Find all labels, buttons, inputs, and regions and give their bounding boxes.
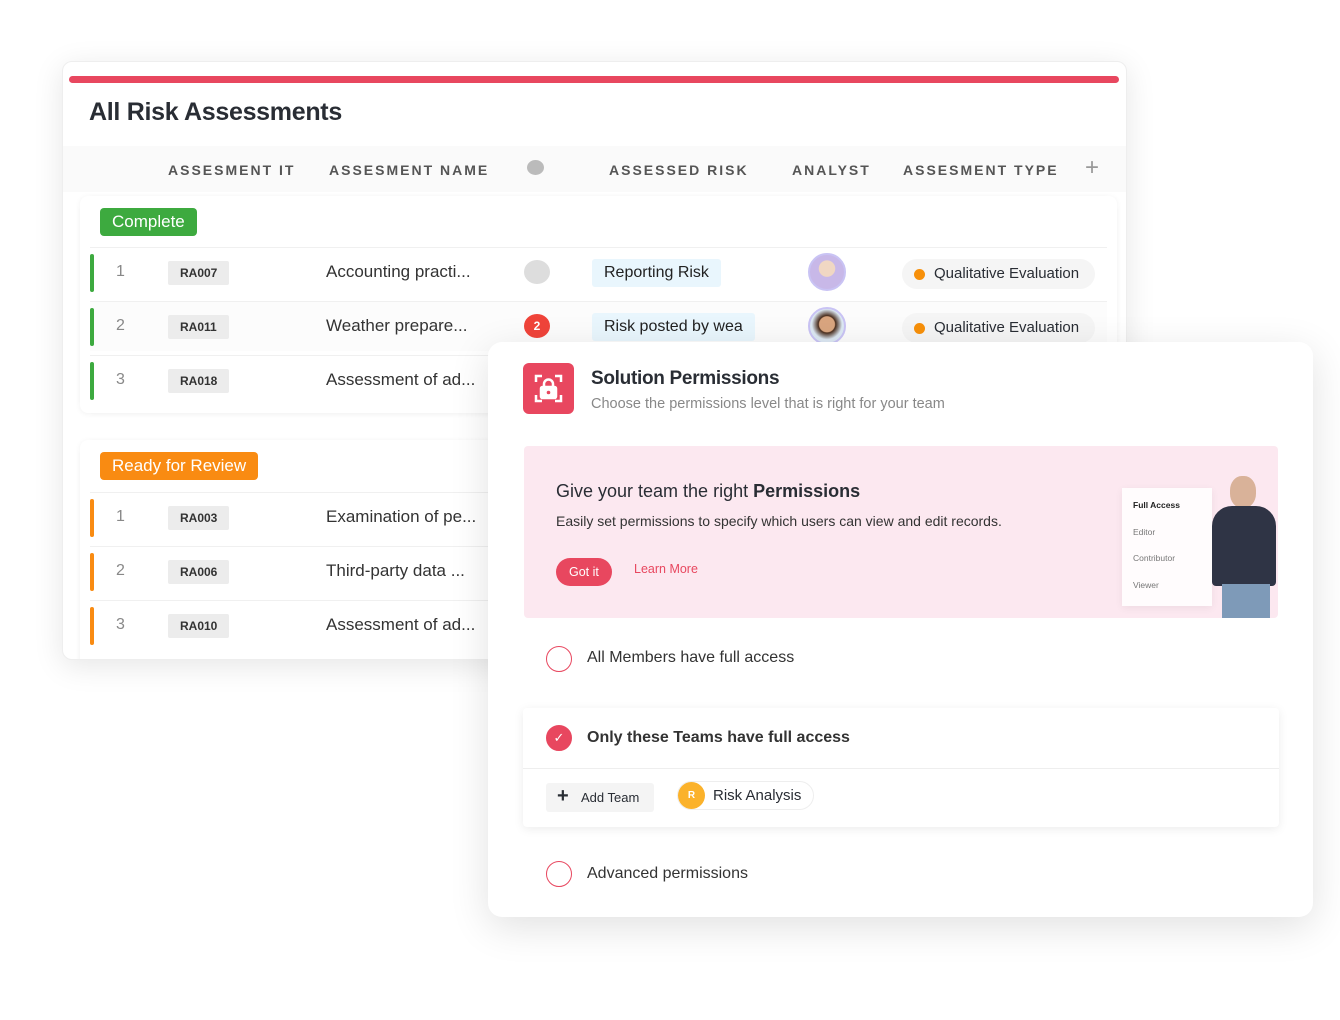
status-stripe <box>90 553 94 591</box>
row-number: 2 <box>116 562 125 579</box>
assessment-id: RA010 <box>168 614 230 638</box>
column-analyst[interactable]: ANALYST <box>792 162 871 178</box>
plus-icon: + <box>557 785 569 807</box>
solution-permissions-panel: Solution Permissions Choose the permissi… <box>488 342 1313 917</box>
assessment-name[interactable]: Assessment of ad... <box>326 370 476 389</box>
comment-column-icon[interactable] <box>527 160 544 175</box>
column-assessment-id[interactable]: ASSESMENT IT <box>168 162 296 178</box>
status-stripe <box>90 362 94 400</box>
radio-all-members[interactable] <box>546 646 572 672</box>
assessment-id: RA006 <box>168 560 230 584</box>
panel-title: Solution Permissions <box>591 368 780 389</box>
comment-count-badge[interactable]: 2 <box>524 314 550 338</box>
assessment-name[interactable]: Accounting practi... <box>326 262 471 281</box>
radio-advanced-permissions[interactable] <box>546 861 572 887</box>
assessment-name[interactable]: Examination of pe... <box>326 507 477 526</box>
assessment-name[interactable]: Third-party data ... <box>326 561 465 580</box>
assessment-name[interactable]: Weather prepare... <box>326 316 468 335</box>
status-stripe <box>90 607 94 645</box>
assessment-id: RA011 <box>168 315 229 339</box>
access-level-menu-illustration: Full Access Editor Contributor Viewer <box>1122 488 1212 606</box>
assessment-id: RA007 <box>168 261 230 285</box>
team-chip-risk-analysis[interactable]: R Risk Analysis <box>677 781 815 810</box>
panel-subtitle: Choose the permissions level that is rig… <box>591 396 945 412</box>
accent-bar <box>69 76 1119 83</box>
person-illustration <box>1208 476 1278 618</box>
assessment-id: RA018 <box>168 369 230 393</box>
column-assessment-name[interactable]: ASSESMENT NAME <box>329 162 490 178</box>
promo-heading-text: Give your team the right <box>556 481 754 501</box>
avatar[interactable] <box>808 253 846 291</box>
lock-icon <box>523 363 574 414</box>
promo-heading: Give your team the right Permissions <box>556 481 860 502</box>
row-number: 2 <box>116 317 125 334</box>
avatar[interactable] <box>808 307 846 345</box>
row-number: 1 <box>116 508 125 525</box>
team-avatar: R <box>678 782 705 809</box>
comment-icon[interactable] <box>524 260 550 284</box>
assessed-risk: Risk posted by wea <box>592 313 755 341</box>
learn-more-link[interactable]: Learn More <box>634 562 698 576</box>
status-stripe <box>90 499 94 537</box>
add-team-label: Add Team <box>581 790 640 805</box>
column-assessed-risk[interactable]: ASSESSED RISK <box>609 162 749 178</box>
menu-item-viewer: Viewer <box>1133 580 1159 590</box>
status-badge[interactable]: Ready for Review <box>100 452 259 480</box>
status-stripe <box>90 308 94 346</box>
table-header: ASSESMENT IT ASSESMENT NAME ASSESSED RIS… <box>63 146 1126 192</box>
add-column-icon[interactable]: + <box>1085 154 1102 181</box>
row-number: 3 <box>116 616 125 633</box>
assessed-risk: Reporting Risk <box>592 259 721 287</box>
row-number: 1 <box>116 263 125 280</box>
teams-access-box: ✓ Only these Teams have full access + Ad… <box>523 708 1279 827</box>
menu-item-contributor: Contributor <box>1133 553 1176 563</box>
column-assessment-type[interactable]: ASSESMENT TYPE <box>903 162 1059 178</box>
menu-item-full-access: Full Access <box>1133 500 1180 510</box>
option-advanced-permissions-label[interactable]: Advanced permissions <box>587 865 748 882</box>
status-stripe <box>90 254 94 292</box>
promo-heading-bold: Permissions <box>753 481 861 501</box>
team-name: Risk Analysis <box>713 787 802 804</box>
option-all-members-label[interactable]: All Members have full access <box>587 649 795 666</box>
table-row[interactable]: 1 RA007 Accounting practi... Reporting R… <box>90 247 1107 297</box>
add-team-button[interactable]: + Add Team <box>546 783 654 812</box>
menu-item-editor: Editor <box>1133 527 1156 537</box>
radio-only-teams-checked-icon[interactable]: ✓ <box>546 725 572 751</box>
assessment-id: RA003 <box>168 506 230 530</box>
status-badge[interactable]: Complete <box>100 208 197 236</box>
option-only-teams-label[interactable]: Only these Teams have full access <box>587 729 850 746</box>
page-title: All Risk Assessments <box>89 98 342 126</box>
promo-body: Easily set permissions to specify which … <box>556 513 1002 529</box>
assessment-type: Qualitative Evaluation <box>902 313 1096 343</box>
assessment-type: Qualitative Evaluation <box>902 259 1096 289</box>
row-number: 3 <box>116 371 125 388</box>
permissions-promo-banner: Give your team the right Permissions Eas… <box>524 446 1278 618</box>
assessment-name[interactable]: Assessment of ad... <box>326 615 476 634</box>
got-it-button[interactable]: Got it <box>556 558 612 586</box>
